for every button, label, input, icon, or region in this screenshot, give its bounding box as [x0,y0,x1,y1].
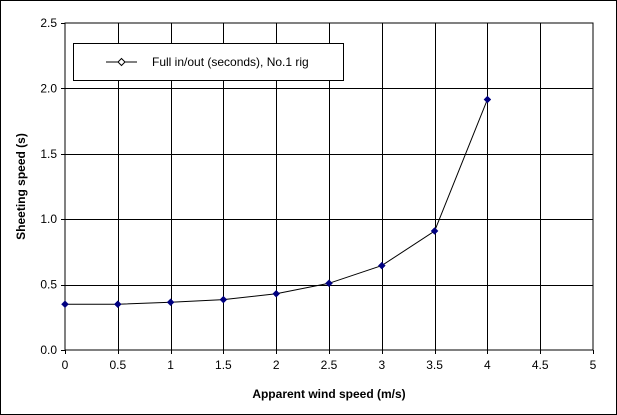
x-tick-label: 0.5 [109,358,126,372]
y-tick-label: 2.5 [40,16,57,30]
x-tick-label: 4.5 [532,358,549,372]
y-tick-label: 2.0 [40,81,57,95]
axis-layer: 0 0.5 1 1.5 2 2.5 3 3.5 4 4.5 5 0.0 0.5 1.0 1.5 2.0 2.5 [40,16,596,372]
legend: Full in/out (seconds), No.1 rig [73,43,344,81]
data-point-marker [166,298,175,307]
x-tick-label: 3.5 [426,358,443,372]
data-point-marker [377,261,386,270]
y-tick-label: 1.5 [40,147,57,161]
series-layer [61,95,492,309]
data-point-marker [325,279,333,288]
x-tick-label: 0 [62,358,69,372]
y-tick-label: 0.5 [40,278,57,292]
x-tick-label: 4 [484,358,491,372]
data-point-marker [430,227,439,235]
x-tick-label: 2 [273,358,280,372]
y-tick-label: 0.0 [40,343,57,357]
x-tick-label: 1 [167,358,174,372]
x-axis-title: Apparent wind speed (m/s) [252,387,405,401]
x-tick-label: 3 [378,358,385,372]
x-tick-label: 2.5 [321,358,338,372]
data-point-marker [272,289,281,298]
x-tick-label: 1.5 [215,358,232,372]
data-point-marker [483,95,492,104]
y-axis-title: Sheeting speed (s) [14,133,28,240]
data-point-marker [61,300,69,309]
legend-label: Full in/out (seconds), No.1 rig [152,55,309,69]
data-point-marker [219,295,228,304]
data-point-marker [113,300,122,309]
legend-diamond-marker [117,57,126,67]
y-tick-label: 1.0 [40,212,57,226]
x-tick-label: 5 [590,358,597,372]
